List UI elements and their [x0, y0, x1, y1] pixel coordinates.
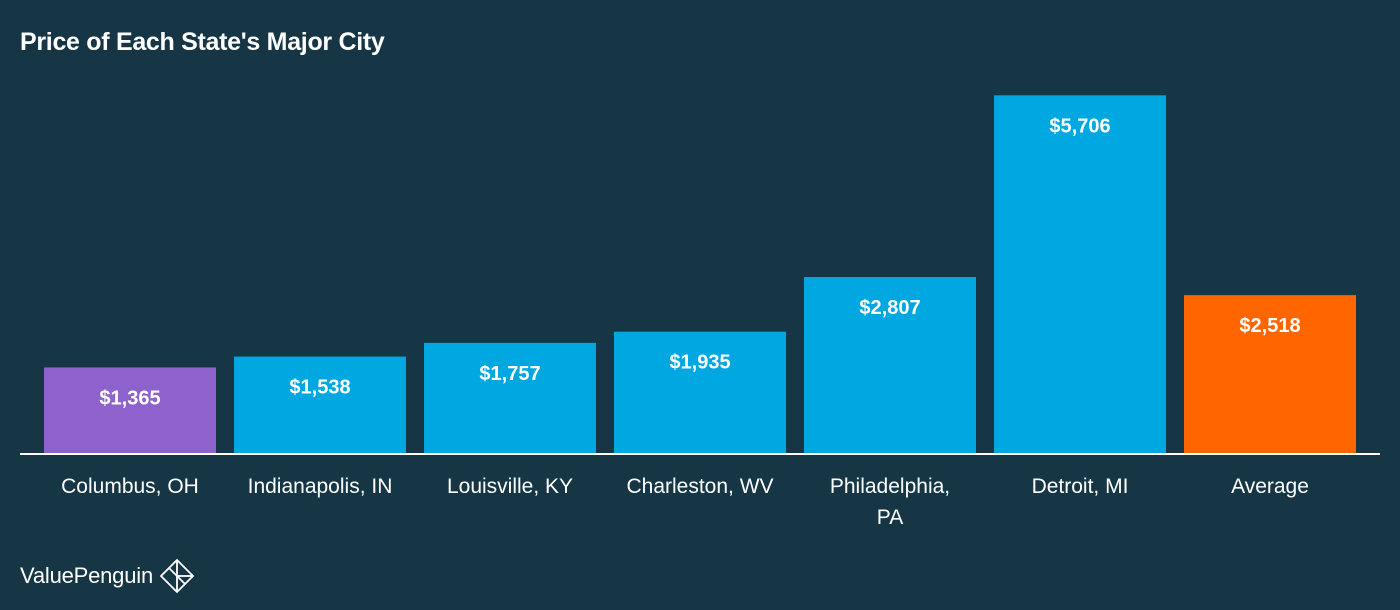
bar-value-label: $5,706	[1049, 115, 1110, 137]
category-label: Detroit, MI	[1032, 475, 1129, 498]
bar-value-label: $1,935	[669, 352, 730, 374]
bar-value-labels: $1,365 $1,538 $1,757 $1,935 $2,807 $5,706 $2,5…	[99, 115, 1300, 409]
bar-value-label: $2,518	[1239, 315, 1300, 337]
bar-value-label: $1,757	[479, 363, 540, 385]
bar	[44, 367, 216, 453]
bar-value-label: $1,365	[99, 387, 160, 409]
category-label: Philadelphia, PA	[830, 475, 950, 529]
bar	[994, 95, 1166, 453]
category-label: Columbus, OH	[61, 475, 199, 498]
valuepenguin-logo-icon	[160, 559, 194, 593]
category-label: Charleston, WV	[626, 475, 773, 498]
category-label: Indianapolis, IN	[248, 475, 393, 498]
bars-layer	[44, 95, 1356, 453]
brand-name: ValuePenguin	[20, 563, 153, 588]
bar	[804, 277, 976, 453]
bar	[1184, 295, 1356, 453]
bar	[614, 331, 786, 453]
bar-value-label: $1,538	[289, 377, 350, 399]
brand-footer: ValuePenguin	[20, 558, 195, 594]
category-label: Louisville, KY	[447, 475, 573, 498]
bar-value-label: $2,807	[859, 297, 920, 319]
category-labels: Columbus, OH Indianapolis, IN Louisville, …	[61, 475, 1309, 529]
bar	[424, 342, 596, 453]
chart-title: Price of Each State's Major City	[20, 28, 385, 56]
bar	[234, 356, 406, 453]
category-label: Average	[1231, 475, 1309, 498]
